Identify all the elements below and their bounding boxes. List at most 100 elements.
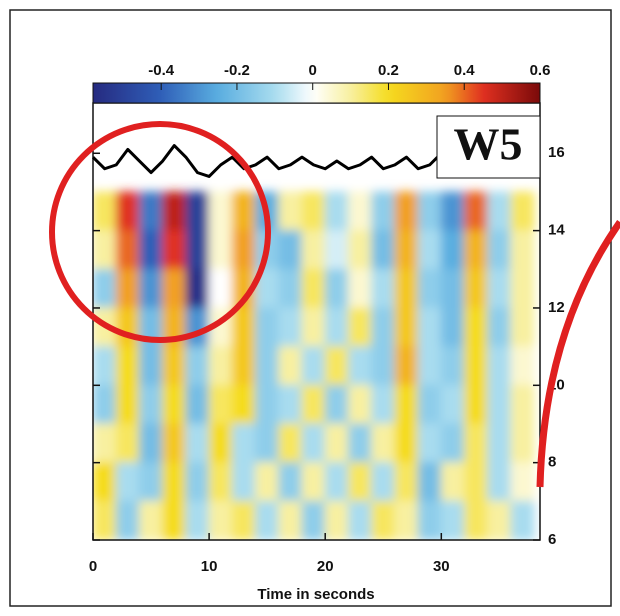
heat-cell xyxy=(138,423,164,464)
heat-cell xyxy=(324,346,349,386)
heat-cell xyxy=(138,346,164,386)
heat-cell xyxy=(371,500,396,540)
heat-cell xyxy=(162,423,187,464)
heat-cell xyxy=(208,423,233,464)
heat-cell xyxy=(371,423,396,464)
heat-cell xyxy=(115,307,140,348)
heat-cell xyxy=(278,500,303,540)
heat-cell xyxy=(255,423,280,464)
heat-cell xyxy=(371,191,396,232)
colorbar xyxy=(92,82,541,104)
heat-cell xyxy=(417,230,442,270)
heat-cell xyxy=(371,307,396,348)
heat-cell xyxy=(208,191,233,232)
heat-cell xyxy=(278,268,303,309)
heat-cell xyxy=(208,230,233,270)
heat-cell xyxy=(231,500,257,540)
heat-cell xyxy=(371,230,396,270)
heat-cell xyxy=(440,462,466,502)
heat-cell xyxy=(440,230,466,270)
heat-cell xyxy=(93,500,117,540)
heat-cell xyxy=(324,230,349,270)
heat-cell xyxy=(93,384,117,425)
heat-cell xyxy=(371,346,396,386)
heat-cell xyxy=(440,384,466,425)
heat-cell xyxy=(464,230,489,270)
heat-cell xyxy=(487,268,512,309)
heat-cell xyxy=(510,307,535,348)
heat-cell xyxy=(301,462,326,502)
heat-cell xyxy=(324,500,349,540)
heat-cell xyxy=(440,346,466,386)
heat-cell xyxy=(208,500,233,540)
heat-cell xyxy=(464,346,489,386)
heat-cell xyxy=(440,191,466,232)
heat-cell xyxy=(440,307,466,348)
heat-cell xyxy=(347,191,373,232)
heat-cell xyxy=(487,462,512,502)
heat-cell xyxy=(138,230,164,270)
heat-cell xyxy=(115,191,140,232)
heat-cell xyxy=(464,423,489,464)
heat-cell xyxy=(394,384,419,425)
heat-cell xyxy=(394,268,419,309)
heat-cell xyxy=(371,462,396,502)
heat-cell xyxy=(278,307,303,348)
heat-cell xyxy=(278,230,303,270)
heat-cell xyxy=(347,423,373,464)
heat-cell xyxy=(93,346,117,386)
heat-cell xyxy=(231,384,257,425)
heat-cell xyxy=(162,500,187,540)
heat-cell xyxy=(324,462,349,502)
highlight-circle xyxy=(49,121,271,343)
heat-cell xyxy=(115,384,140,425)
heat-cell xyxy=(231,346,257,386)
heat-cell xyxy=(93,423,117,464)
heat-cell xyxy=(440,423,466,464)
heat-cell xyxy=(93,268,117,309)
heat-cell xyxy=(417,307,442,348)
heat-cell xyxy=(417,384,442,425)
heat-cell xyxy=(347,384,373,425)
highlight-arc xyxy=(536,219,620,488)
heat-cell xyxy=(185,500,210,540)
heat-cell xyxy=(115,423,140,464)
heat-cell xyxy=(394,230,419,270)
annotation: W5 xyxy=(454,119,523,170)
colorbar-tick-label: -0.2 xyxy=(224,62,250,79)
colorbar-tick-label: 0 xyxy=(309,62,317,79)
heat-cell xyxy=(115,230,140,270)
colorbar-tick-label: 0.2 xyxy=(378,62,399,79)
heat-cell xyxy=(301,191,326,232)
heat-cell xyxy=(208,384,233,425)
heat-cell xyxy=(347,346,373,386)
y-tick-label: 6 xyxy=(548,531,556,548)
x-tick-label: 20 xyxy=(317,558,334,575)
heat-cell xyxy=(278,384,303,425)
heat-cell xyxy=(231,230,257,270)
heat-cell xyxy=(185,230,210,270)
heat-cell xyxy=(138,268,164,309)
heat-cell xyxy=(347,230,373,270)
heat-cell xyxy=(162,462,187,502)
colorbar-tick-label: 0.6 xyxy=(530,62,551,79)
heat-cell xyxy=(115,462,140,502)
heat-cell xyxy=(464,462,489,502)
heat-cell xyxy=(464,268,489,309)
heat-cell xyxy=(347,268,373,309)
heat-cell xyxy=(394,462,419,502)
heat-cell xyxy=(417,191,442,232)
heat-cell xyxy=(255,346,280,386)
heat-cell xyxy=(278,423,303,464)
heat-cell xyxy=(371,268,396,309)
heat-cell xyxy=(115,268,140,309)
y-tick-label: 16 xyxy=(548,144,565,161)
heat-cell xyxy=(487,307,512,348)
heat-cell xyxy=(394,307,419,348)
heat-cell xyxy=(93,191,117,232)
heat-cell xyxy=(185,268,210,309)
heat-cell xyxy=(510,191,535,232)
y-tick-label: 14 xyxy=(548,222,565,239)
heat-cell xyxy=(185,346,210,386)
